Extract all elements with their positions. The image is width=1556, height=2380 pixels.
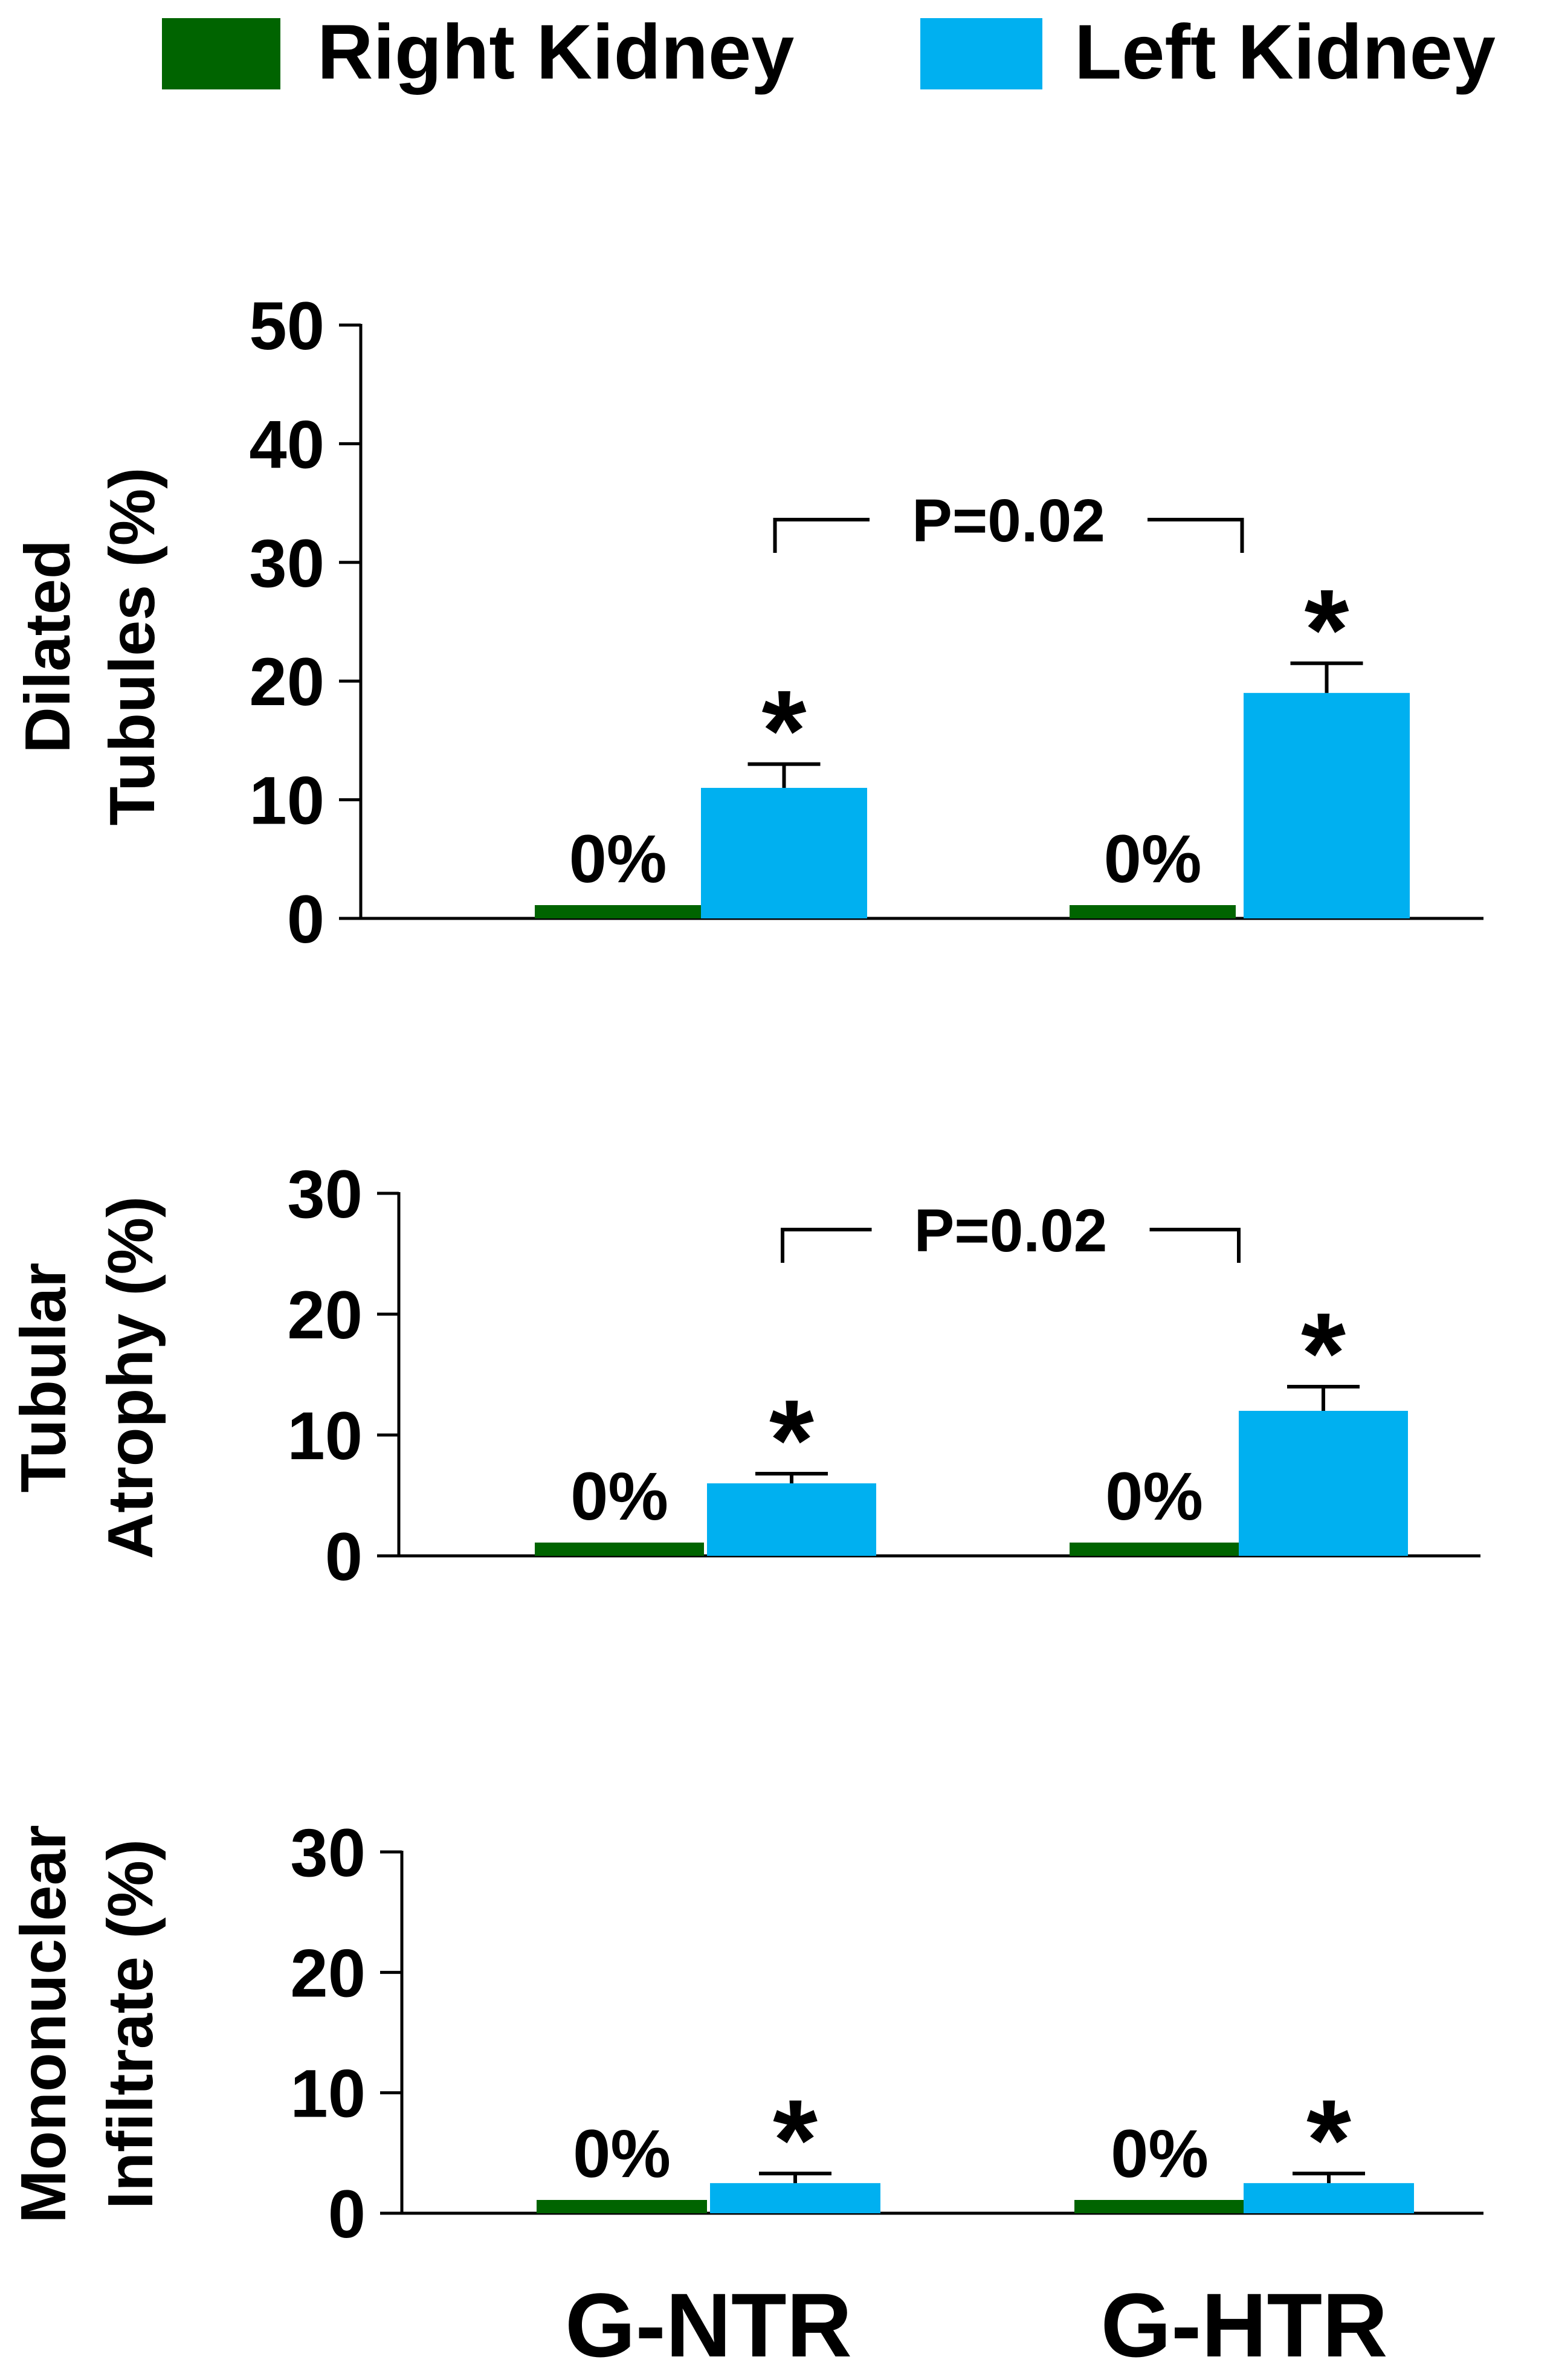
legend-swatch-right-kidney: [162, 18, 280, 89]
chart-panel-1: 0 10 20 30 40 50 Dilated Tubules (%) 0% * 0% * P=0.0…: [12, 288, 1483, 957]
bar-label-right-kidney: 0%: [573, 2116, 671, 2191]
comparison-p-value: P=0.02: [914, 1197, 1108, 1265]
legend: Right Kidney Left Kidney: [162, 9, 1496, 95]
bar-left-kidney: [707, 1483, 876, 1556]
bar-label-right-kidney: 0%: [570, 1459, 668, 1534]
y-axis-label-line: Infiltrate (%): [95, 1839, 166, 2209]
bar-left-kidney: [710, 2183, 880, 2213]
significance-asterisk: *: [769, 1376, 814, 1504]
panels: 0 10 20 30 40 50 Dilated Tubules (%) 0% * 0% * P=0.0…: [8, 288, 1483, 2376]
y-tick-label: 20: [249, 644, 324, 720]
significance-asterisk: *: [773, 2076, 818, 2204]
legend-label-right-kidney: Right Kidney: [317, 9, 794, 95]
comparison-bracket-left: [773, 518, 870, 553]
y-axis-label-line: Tubules (%): [97, 468, 168, 826]
y-tick-label: 40: [249, 407, 324, 482]
y-axis-label-line: Atrophy (%): [95, 1196, 166, 1559]
bar-right-kidney: [537, 2200, 707, 2213]
y-tick-label: 10: [287, 1398, 363, 1474]
x-tick-label: G-NTR: [565, 2274, 852, 2376]
y-tick-label: 30: [290, 1815, 366, 1891]
chart-panel-3: 0 10 20 30 Mononuclear Infiltrate (%) 0% * 0% * G-…: [8, 1815, 1483, 2376]
y-tick-label: 20: [287, 1277, 363, 1353]
y-tick-label: 0: [287, 882, 324, 957]
comparison-bracket-right: [1148, 518, 1244, 553]
bar-left-kidney: [1244, 2183, 1414, 2213]
comparison-bracket-right: [1149, 1228, 1241, 1263]
y-tick-label: 30: [249, 526, 324, 601]
significance-asterisk: *: [1305, 566, 1349, 694]
chart-panel-2: 0 10 20 30 Tubular Atrophy (%) 0% * 0% * P=0.02: [8, 1156, 1480, 1595]
bar-right-kidney: [535, 1543, 704, 1556]
significance-asterisk: *: [1306, 2076, 1351, 2204]
significance-asterisk: *: [762, 667, 807, 795]
y-tick-label: 30: [287, 1156, 363, 1232]
y-tick-label: 10: [290, 2056, 366, 2132]
bar-label-right-kidney: 0%: [1104, 821, 1202, 897]
y-tick-label: 20: [290, 1935, 366, 2011]
bar-left-kidney: [1244, 692, 1410, 918]
bar-right-kidney: [1074, 2200, 1245, 2213]
y-axis-label-line: Mononuclear: [8, 1825, 79, 2224]
y-axis-label-line: Tubular: [8, 1263, 79, 1493]
y-tick-label: 50: [249, 288, 324, 364]
bar-label-right-kidney: 0%: [1111, 2116, 1209, 2191]
legend-swatch-left-kidney: [920, 18, 1042, 89]
y-tick-label: 0: [325, 1519, 363, 1595]
bar-right-kidney: [1070, 1543, 1239, 1556]
x-tick-label: G-HTR: [1101, 2274, 1388, 2376]
bar-label-right-kidney: 0%: [1105, 1459, 1203, 1534]
bar-right-kidney: [1070, 905, 1236, 918]
bar-right-kidney: [535, 905, 701, 918]
comparison-bracket-left: [781, 1228, 872, 1263]
bar-left-kidney: [1239, 1411, 1408, 1556]
legend-label-left-kidney: Left Kidney: [1074, 9, 1496, 95]
y-tick-label: 0: [328, 2176, 366, 2252]
bar-label-right-kidney: 0%: [569, 821, 667, 897]
y-tick-label: 10: [249, 763, 324, 839]
significance-asterisk: *: [1301, 1289, 1346, 1417]
y-axis-label-line: Dilated: [12, 540, 83, 753]
bar-left-kidney: [701, 787, 867, 918]
comparison-p-value: P=0.02: [912, 487, 1105, 555]
